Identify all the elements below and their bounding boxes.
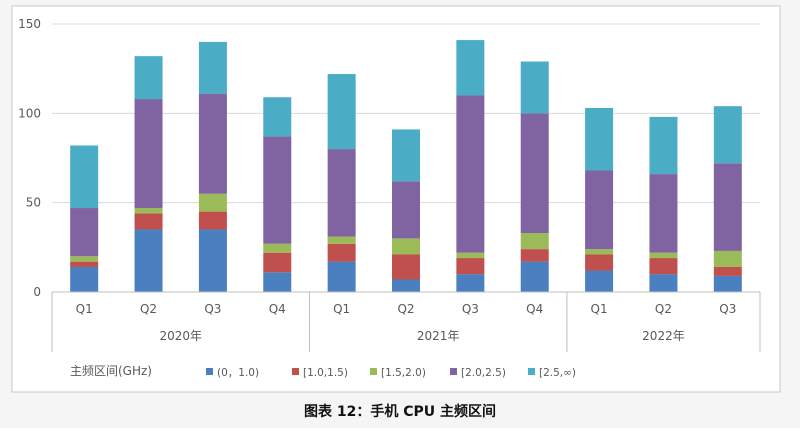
bar-segment [392, 238, 420, 255]
bar-segment [70, 261, 99, 267]
bar-segment [70, 145, 99, 209]
bar-segment [713, 250, 742, 267]
bar-segment [327, 236, 356, 244]
bar-segment [392, 181, 420, 239]
bar-segment [327, 149, 356, 237]
bar-segment [456, 95, 485, 253]
x-tick-label: Q1 [591, 302, 608, 316]
bar-segment [327, 261, 356, 292]
bars [70, 40, 742, 292]
bar-segment [392, 254, 420, 280]
legend-swatch [206, 368, 213, 375]
bar-segment [585, 249, 614, 255]
legend-label: [2.0,2.5) [461, 367, 506, 379]
legend-label: [1.5,2.0) [381, 367, 426, 379]
group-label: 2022年 [642, 329, 685, 343]
bar-segment [713, 163, 742, 251]
bar-segment [649, 116, 678, 175]
bar-segment [520, 249, 549, 262]
bar-segment [713, 275, 742, 292]
bar-segment [327, 74, 356, 150]
legend-label: (0，1.0) [217, 367, 259, 379]
bar-segment [585, 107, 614, 171]
bar-segment [263, 243, 292, 253]
bar-segment [134, 229, 163, 292]
bar-segment [263, 97, 292, 137]
bar-segment [198, 229, 227, 292]
x-tick-label: Q3 [719, 302, 736, 316]
x-tick-label: Q3 [462, 302, 479, 316]
bar-segment [585, 270, 614, 292]
bar-segment [134, 208, 163, 214]
bar-segment [263, 272, 292, 292]
bar-segment [198, 93, 227, 194]
bar-segment [70, 266, 99, 292]
legend-label: [1.0,1.5) [303, 367, 348, 379]
bar-segment [263, 252, 292, 273]
chart-caption: 图表 12：手机 CPU 主频区间 [304, 403, 496, 420]
bar-segment [198, 193, 227, 212]
bar-segment [198, 41, 227, 94]
bar-segment [713, 106, 742, 164]
bar-segment [520, 113, 549, 234]
bar-segment [520, 233, 549, 250]
legend-title: 主频区间(GHz) [70, 364, 152, 378]
legend-label: [2.5,∞) [539, 367, 576, 379]
bar-segment [392, 129, 420, 182]
x-tick-label: Q3 [204, 302, 221, 316]
bar-segment [456, 252, 485, 259]
bar-segment [520, 261, 549, 292]
x-tick-label: Q2 [655, 302, 672, 316]
y-tick-label: 50 [26, 196, 41, 210]
bar-segment [134, 99, 163, 209]
bar-segment [198, 211, 227, 230]
bar-segment [585, 170, 614, 250]
legend-swatch [528, 368, 535, 375]
bar-segment [649, 274, 678, 292]
legend: 主频区间(GHz) (0，1.0) [1.0,1.5) [1.5,2.0) [2.0,2… [70, 364, 576, 379]
bar-segment [134, 56, 163, 100]
x-tick-label: Q4 [269, 302, 286, 316]
bar-segment [713, 266, 742, 276]
bar-segment [456, 274, 485, 292]
bar-segment [456, 258, 485, 275]
group-label: 2021年 [417, 329, 460, 343]
group-label: 2020年 [159, 329, 202, 343]
bar-segment [649, 252, 678, 259]
y-tick-label: 150 [18, 17, 41, 31]
bar-segment [392, 279, 420, 292]
x-tick-label: Q2 [140, 302, 157, 316]
bar-segment [70, 208, 99, 257]
x-tick-label: Q1 [76, 302, 93, 316]
bar-segment [327, 243, 356, 262]
x-tick-label: Q1 [333, 302, 350, 316]
bar-segment [520, 61, 549, 114]
bar-segment [585, 254, 614, 271]
legend-swatch [370, 368, 377, 375]
bar-segment [456, 40, 485, 96]
x-tick-label: Q4 [526, 302, 543, 316]
bar-segment [649, 174, 678, 253]
bar-segment [263, 136, 292, 244]
bar-segment [134, 213, 163, 230]
legend-swatch [292, 368, 299, 375]
y-tick-label: 100 [18, 106, 41, 120]
legend-swatch [450, 368, 457, 375]
x-tick-label: Q2 [397, 302, 414, 316]
y-tick-label: 0 [33, 285, 41, 299]
bar-segment [649, 258, 678, 275]
bar-segment [70, 256, 99, 262]
